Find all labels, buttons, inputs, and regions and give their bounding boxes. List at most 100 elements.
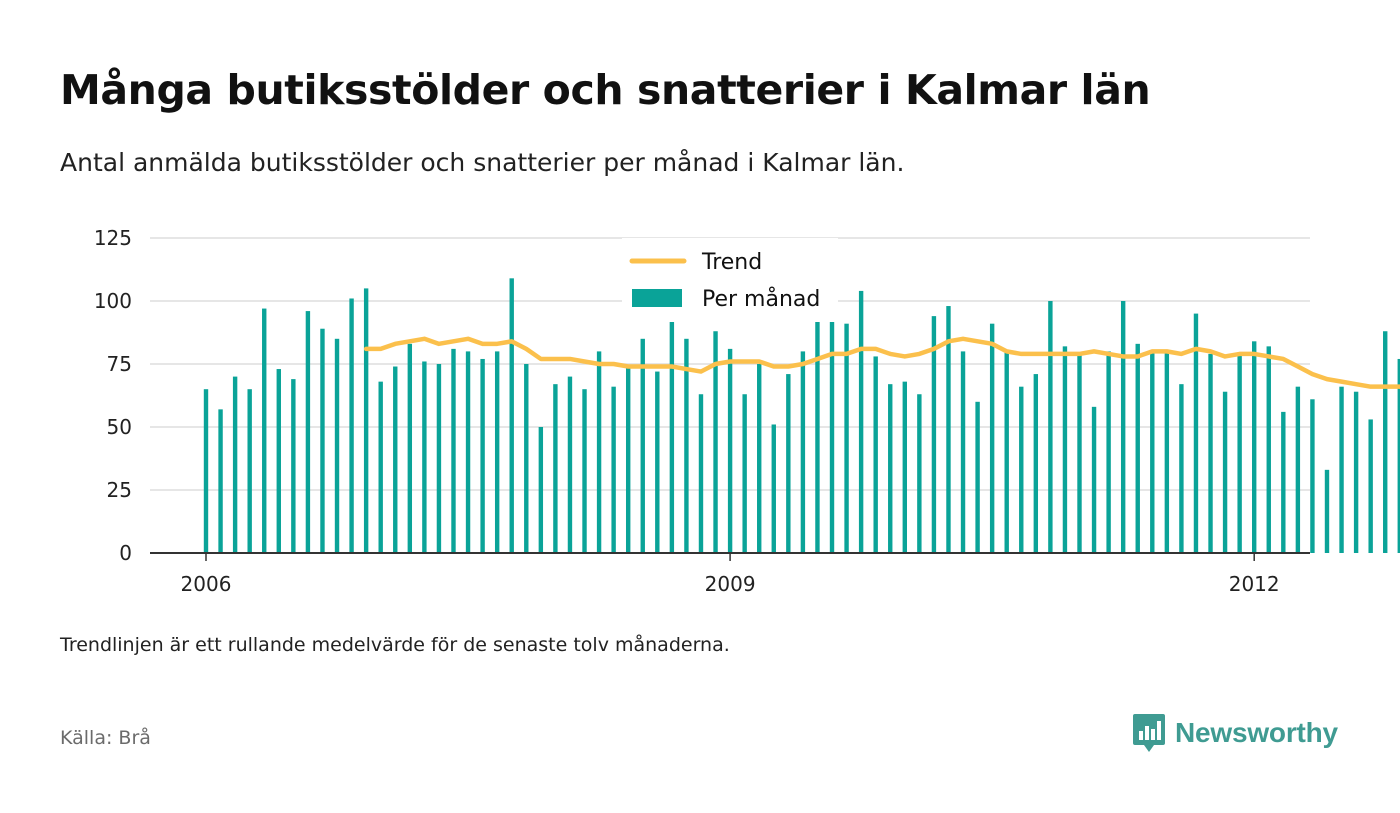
- chart-title: Många butiksstölder och snatterier i Kal…: [60, 66, 1151, 114]
- bar: [902, 381, 907, 553]
- bar: [1222, 391, 1228, 553]
- bars: [203, 278, 1400, 553]
- bar: [349, 298, 354, 553]
- bar: [669, 313, 675, 553]
- bar: [407, 343, 413, 553]
- bar: [1324, 469, 1330, 553]
- bar: [1164, 351, 1170, 553]
- bar: [1266, 346, 1271, 553]
- bar: [276, 369, 281, 553]
- bar: [553, 384, 558, 553]
- bar: [786, 374, 791, 553]
- bar: [1033, 374, 1039, 553]
- bar: [218, 409, 223, 553]
- bar: [436, 364, 442, 553]
- bar: [1295, 386, 1301, 553]
- bar: [494, 351, 500, 553]
- bar: [1120, 301, 1126, 553]
- bar: [1077, 353, 1082, 553]
- bar: [538, 427, 544, 553]
- bar: [320, 328, 325, 553]
- y-tick-label: 50: [107, 415, 132, 439]
- y-tick-label: 0: [119, 541, 132, 565]
- bar: [829, 311, 835, 553]
- legend-background: [622, 238, 838, 322]
- bar: [655, 371, 660, 553]
- bar: [1310, 399, 1315, 553]
- brand-name: Newsworthy: [1175, 717, 1338, 748]
- bar: [378, 381, 383, 553]
- bar: [727, 348, 733, 553]
- bar: [873, 356, 878, 553]
- newsworthy-logo[interactable]: Newsworthy: [1132, 712, 1338, 754]
- bar: [291, 379, 296, 553]
- bar: [640, 338, 645, 553]
- bar: [451, 348, 456, 553]
- bar: [1397, 358, 1400, 553]
- x-tick-label: 2009: [705, 572, 756, 596]
- bar: [305, 311, 311, 553]
- bar: [596, 351, 602, 553]
- bar: [888, 384, 893, 553]
- bar: [713, 331, 718, 553]
- legend-trend-label: Trend: [701, 250, 762, 275]
- bar: [858, 290, 864, 553]
- legend-bars-label: Per månad: [702, 286, 820, 312]
- bar: [363, 288, 369, 553]
- bar: [946, 306, 951, 553]
- bar: [582, 389, 587, 553]
- bar: [203, 389, 209, 553]
- bar: [684, 338, 689, 553]
- x-axis-ticks: 2006200920122015201820212024: [181, 553, 1280, 596]
- bar: [771, 424, 776, 553]
- trend-note: Trendlinjen är ett rullande medelvärde f…: [60, 634, 730, 656]
- bar: [844, 323, 849, 553]
- bar: [611, 386, 616, 553]
- bar: [931, 316, 937, 553]
- bar: [1004, 351, 1009, 553]
- bar: [524, 364, 529, 553]
- chart-subtitle: Antal anmälda butiksstölder och snatteri…: [60, 148, 905, 177]
- bar: [1353, 391, 1359, 553]
- bar: [757, 364, 762, 553]
- x-tick-label: 2012: [1229, 572, 1280, 596]
- bar: [334, 338, 340, 553]
- bar: [1091, 406, 1097, 553]
- bar: [1062, 346, 1068, 553]
- bar: [1383, 331, 1388, 553]
- bar: [975, 401, 980, 553]
- y-tick-label: 75: [107, 352, 132, 376]
- bar: [262, 308, 267, 553]
- bar: [1019, 386, 1024, 553]
- bar: [1237, 353, 1242, 553]
- bar: [989, 323, 995, 553]
- bar: [1252, 341, 1257, 553]
- bar: [917, 394, 922, 553]
- bar: [960, 351, 966, 553]
- bar: [1193, 313, 1199, 553]
- legend: Trend Per månad: [622, 238, 838, 322]
- bar: [1048, 301, 1053, 553]
- x-tick-label: 2006: [181, 572, 232, 596]
- y-axis-ticks: 0 25 50 75 100 125: [94, 226, 132, 565]
- bar: [815, 306, 820, 553]
- bar: [1135, 343, 1140, 553]
- bar: [480, 358, 485, 553]
- bar: [1339, 386, 1344, 553]
- bar: [1179, 384, 1184, 553]
- bar: [1208, 353, 1213, 553]
- legend-bars-swatch: [632, 289, 682, 307]
- bar: [247, 389, 252, 553]
- bar: [393, 366, 398, 553]
- y-tick-label: 100: [94, 289, 132, 313]
- newsworthy-logo-icon: [1133, 714, 1165, 752]
- source-label: Källa: Brå: [60, 727, 151, 749]
- bar: [800, 351, 806, 553]
- bar: [567, 376, 573, 553]
- bar: [698, 394, 704, 553]
- bar: [509, 278, 514, 553]
- bar: [465, 351, 471, 553]
- y-tick-label: 25: [107, 478, 132, 502]
- bar: [742, 394, 747, 553]
